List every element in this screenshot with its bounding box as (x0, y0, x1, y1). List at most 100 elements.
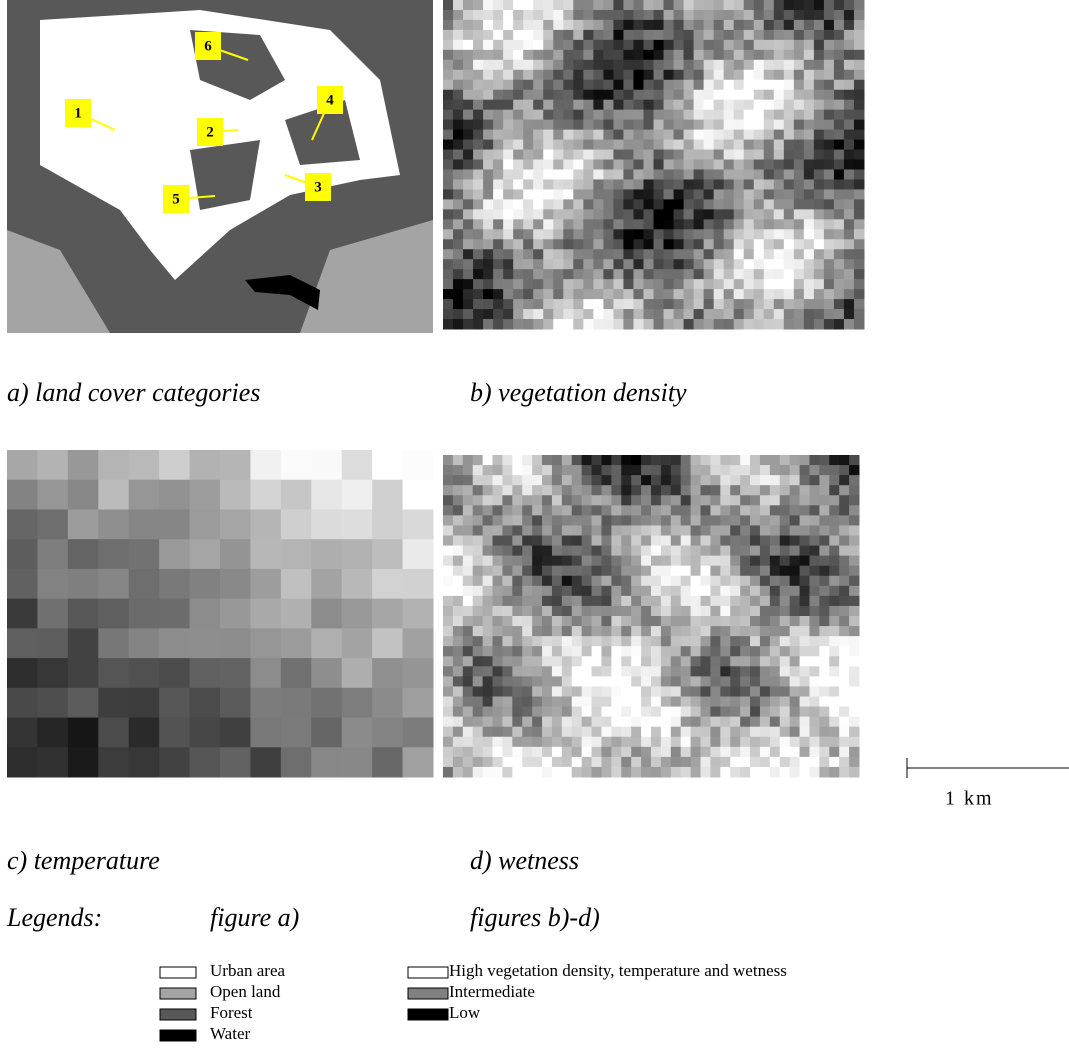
raster-cell (641, 717, 651, 728)
raster-cell (681, 737, 691, 748)
raster-cell (552, 536, 562, 547)
raster-cell (483, 495, 493, 506)
raster-cell (533, 219, 544, 229)
raster-cell (724, 100, 735, 110)
raster-cell (661, 727, 671, 738)
raster-cell (513, 40, 524, 50)
raster-cell (804, 150, 815, 160)
raster-cell (750, 626, 760, 637)
raster-cell (483, 50, 494, 60)
raster-cell (794, 80, 805, 90)
raster-cell (453, 20, 464, 30)
raster-cell (854, 199, 865, 209)
raster-cell (542, 576, 552, 587)
raster-cell (611, 515, 621, 526)
raster-cell (724, 70, 735, 80)
raster-cell (443, 717, 453, 728)
raster-cell (493, 199, 504, 209)
raster-cell (684, 319, 695, 329)
raster-cell (532, 676, 542, 687)
raster-cell (691, 737, 701, 748)
raster-cell (533, 189, 544, 199)
raster-cell (724, 140, 735, 150)
raster-cell (463, 110, 474, 120)
raster-cell (582, 686, 592, 697)
raster-cell (794, 60, 805, 70)
raster-cell (834, 169, 845, 179)
raster-cell (592, 606, 602, 617)
raster-cell (664, 229, 675, 239)
raster-cell (403, 747, 434, 777)
raster-cell (794, 0, 805, 10)
raster-cell (754, 239, 765, 249)
raster-cell (774, 70, 785, 80)
raster-cell (854, 179, 865, 189)
raster-cell (794, 30, 805, 40)
raster-cell (129, 509, 160, 539)
raster-cell (553, 299, 564, 309)
raster-cell (661, 707, 671, 718)
raster-cell (542, 495, 552, 506)
raster-cell (849, 465, 859, 476)
raster-cell (582, 757, 592, 768)
raster-cell (443, 636, 453, 647)
raster-cell (760, 767, 770, 778)
raster-cell (593, 209, 604, 219)
raster-cell (453, 90, 464, 100)
raster-cell (572, 636, 582, 647)
raster-cell (854, 50, 865, 60)
raster-cell (473, 566, 483, 577)
raster-cell (710, 737, 720, 748)
raster-cell (710, 536, 720, 547)
raster-cell (684, 299, 695, 309)
raster-cell (780, 727, 790, 738)
raster-cell (643, 209, 654, 219)
raster-cell (542, 596, 552, 607)
raster-cell (68, 688, 99, 718)
raster-cell (854, 150, 865, 160)
raster-cell (613, 20, 624, 30)
raster-cell (740, 737, 750, 748)
raster-cell (463, 686, 473, 697)
raster-cell (854, 90, 865, 100)
raster-cell (633, 20, 644, 30)
raster-cell (159, 718, 190, 748)
raster-cell (774, 319, 785, 329)
raster-cell (694, 229, 705, 239)
raster-cell (563, 140, 574, 150)
raster-cell (651, 505, 661, 516)
raster-cell (764, 239, 775, 249)
raster-cell (744, 229, 755, 239)
raster-cell (800, 707, 810, 718)
raster-cell (98, 599, 129, 629)
raster-cell (674, 120, 685, 130)
raster-cell (583, 40, 594, 50)
raster-cell (641, 727, 651, 738)
raster-cell (824, 70, 835, 80)
raster-cell (724, 269, 735, 279)
raster-cell (483, 536, 493, 547)
raster-cell (493, 566, 503, 577)
raster-cell (623, 160, 634, 170)
raster-cell (664, 80, 675, 90)
raster-cell (800, 556, 810, 567)
raster-cell (483, 546, 493, 557)
raster-cell (37, 569, 68, 599)
raster-cell (453, 767, 463, 778)
raster-cell (613, 10, 624, 20)
raster-cell (513, 120, 524, 130)
raster-cell (623, 100, 634, 110)
raster-cell (623, 279, 634, 289)
raster-cell (623, 319, 634, 329)
raster-cell (651, 465, 661, 476)
raster-cell (453, 737, 463, 748)
raster-cell (633, 60, 644, 70)
raster-cell (473, 100, 484, 110)
raster-cell (533, 50, 544, 60)
raster-cell (674, 130, 685, 140)
raster-cell (651, 576, 661, 587)
raster-cell (523, 239, 534, 249)
raster-cell (844, 120, 855, 130)
raster-cell (621, 525, 631, 536)
raster-cell (740, 697, 750, 708)
